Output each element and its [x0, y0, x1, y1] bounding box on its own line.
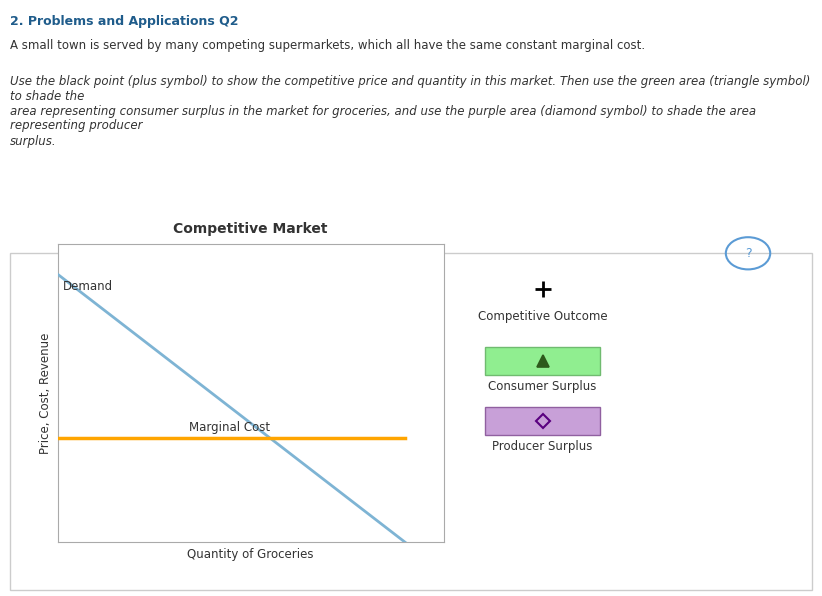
Text: Demand: Demand [63, 280, 113, 293]
Text: Competitive Outcome: Competitive Outcome [478, 310, 607, 323]
Text: ?: ? [745, 247, 751, 260]
Text: Consumer Surplus: Consumer Surplus [488, 380, 597, 393]
FancyBboxPatch shape [485, 347, 600, 375]
Text: A small town is served by many competing supermarkets, which all have the same c: A small town is served by many competing… [10, 39, 645, 52]
Title: Competitive Market: Competitive Market [173, 222, 328, 236]
Text: Marginal Cost: Marginal Cost [189, 421, 270, 434]
Y-axis label: Price, Cost, Revenue: Price, Cost, Revenue [39, 333, 52, 454]
Text: Producer Surplus: Producer Surplus [492, 440, 593, 452]
Text: Use the black point (plus symbol) to show the competitive price and quantity in : Use the black point (plus symbol) to sho… [10, 74, 810, 147]
X-axis label: Quantity of Groceries: Quantity of Groceries [187, 548, 314, 561]
Text: 2. Problems and Applications Q2: 2. Problems and Applications Q2 [10, 15, 238, 28]
FancyBboxPatch shape [485, 407, 600, 435]
